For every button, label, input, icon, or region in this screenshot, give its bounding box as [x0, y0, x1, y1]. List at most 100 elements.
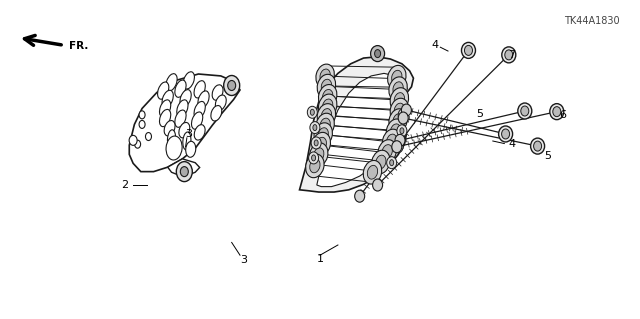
Text: 4: 4: [508, 139, 516, 149]
Ellipse shape: [396, 144, 400, 150]
Ellipse shape: [398, 109, 408, 121]
Ellipse shape: [195, 125, 205, 140]
Ellipse shape: [505, 50, 513, 60]
Ellipse shape: [378, 140, 396, 163]
Ellipse shape: [398, 112, 408, 124]
Ellipse shape: [400, 128, 404, 134]
Ellipse shape: [159, 100, 171, 117]
Text: FR.: FR.: [69, 41, 88, 51]
Ellipse shape: [383, 129, 401, 153]
Ellipse shape: [376, 155, 386, 169]
Ellipse shape: [134, 140, 141, 148]
Ellipse shape: [175, 80, 186, 97]
Ellipse shape: [387, 119, 404, 143]
Ellipse shape: [314, 123, 332, 146]
Ellipse shape: [157, 82, 169, 99]
Ellipse shape: [317, 74, 335, 98]
Ellipse shape: [390, 160, 394, 166]
Ellipse shape: [180, 90, 191, 107]
Ellipse shape: [390, 88, 408, 111]
Ellipse shape: [323, 99, 333, 113]
Ellipse shape: [394, 93, 404, 107]
Ellipse shape: [139, 111, 145, 119]
Ellipse shape: [179, 122, 189, 138]
Ellipse shape: [389, 77, 407, 100]
Ellipse shape: [393, 141, 403, 153]
Ellipse shape: [306, 154, 324, 178]
Ellipse shape: [145, 132, 152, 141]
Ellipse shape: [212, 85, 223, 100]
Ellipse shape: [312, 132, 330, 156]
Ellipse shape: [550, 104, 564, 120]
Text: 4: 4: [431, 40, 439, 50]
Ellipse shape: [367, 165, 378, 179]
Ellipse shape: [308, 152, 319, 164]
Ellipse shape: [310, 159, 320, 173]
Ellipse shape: [129, 135, 137, 145]
Ellipse shape: [371, 46, 385, 62]
Ellipse shape: [164, 121, 175, 136]
Ellipse shape: [319, 85, 337, 108]
Ellipse shape: [534, 141, 541, 151]
Ellipse shape: [392, 141, 402, 153]
Ellipse shape: [216, 95, 226, 110]
Ellipse shape: [364, 160, 381, 184]
Ellipse shape: [318, 128, 328, 142]
Ellipse shape: [320, 118, 330, 132]
Ellipse shape: [319, 94, 337, 118]
Ellipse shape: [312, 155, 316, 161]
Ellipse shape: [198, 91, 209, 108]
Ellipse shape: [389, 109, 407, 132]
Ellipse shape: [461, 42, 476, 58]
Text: 1: 1: [317, 254, 323, 264]
Ellipse shape: [387, 157, 397, 169]
Text: 6: 6: [560, 110, 566, 120]
Ellipse shape: [194, 81, 205, 98]
Ellipse shape: [310, 122, 320, 134]
Ellipse shape: [177, 100, 188, 117]
Ellipse shape: [317, 104, 335, 127]
Text: TK44A1830: TK44A1830: [564, 16, 620, 26]
Ellipse shape: [321, 79, 332, 93]
Ellipse shape: [518, 103, 532, 119]
Ellipse shape: [180, 167, 188, 177]
Ellipse shape: [183, 72, 195, 89]
Ellipse shape: [355, 190, 365, 202]
Ellipse shape: [166, 136, 182, 160]
Ellipse shape: [168, 130, 175, 148]
Text: 3: 3: [240, 255, 246, 265]
Ellipse shape: [316, 113, 334, 137]
Ellipse shape: [323, 89, 333, 103]
Ellipse shape: [499, 126, 513, 142]
Text: 3: 3: [186, 129, 192, 139]
Ellipse shape: [228, 80, 236, 91]
Ellipse shape: [159, 109, 171, 127]
Ellipse shape: [191, 112, 203, 129]
Ellipse shape: [139, 120, 145, 129]
Ellipse shape: [311, 137, 321, 149]
Ellipse shape: [392, 70, 402, 84]
Ellipse shape: [320, 69, 330, 83]
Ellipse shape: [307, 106, 317, 118]
Polygon shape: [168, 159, 200, 175]
Ellipse shape: [394, 103, 404, 117]
Ellipse shape: [372, 179, 383, 191]
Ellipse shape: [372, 150, 390, 174]
Ellipse shape: [401, 104, 412, 116]
Ellipse shape: [374, 49, 381, 58]
Ellipse shape: [390, 124, 401, 138]
Ellipse shape: [186, 141, 196, 157]
Polygon shape: [300, 57, 413, 192]
Ellipse shape: [502, 129, 509, 139]
Text: 7: 7: [508, 50, 516, 60]
Ellipse shape: [553, 107, 561, 117]
Ellipse shape: [387, 134, 397, 148]
Ellipse shape: [313, 125, 317, 130]
Ellipse shape: [316, 64, 334, 88]
Ellipse shape: [393, 82, 403, 96]
Ellipse shape: [175, 110, 186, 127]
Text: 2: 2: [121, 180, 129, 190]
Ellipse shape: [194, 101, 205, 119]
Ellipse shape: [183, 132, 191, 150]
Ellipse shape: [393, 114, 403, 128]
